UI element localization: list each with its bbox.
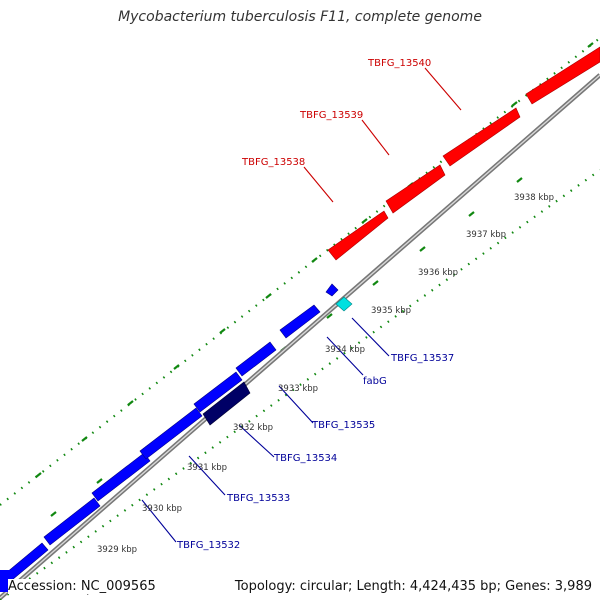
kbp-label: 3931 kbp	[187, 463, 227, 473]
genome-backbone-highlight	[0, 74, 600, 599]
map-title: Mycobacterium tuberculosis F11, complete…	[118, 9, 482, 25]
gene-tbfg-13533[interactable]	[139, 407, 203, 460]
kbp-label: 3937 kbp	[466, 230, 506, 240]
label-tbfg-13535[interactable]: TBFG_13535	[311, 420, 375, 431]
gene-fabg[interactable]	[279, 304, 321, 339]
label-tbfg-13534[interactable]: TBFG_13534	[273, 453, 337, 464]
label-tbfg-13532[interactable]: TBFG_13532	[176, 540, 240, 551]
gene-tbfg-13534[interactable]	[202, 381, 251, 426]
gene-tbfg-13532[interactable]	[91, 452, 151, 502]
gene-tbfg-13540-b[interactable]	[525, 46, 600, 105]
kbp-label: 3933 kbp	[278, 384, 318, 394]
kbp-label: 3932 kbp	[233, 423, 273, 433]
reverse-leader-lines	[141, 317, 390, 543]
label-fabg[interactable]: fabG	[363, 376, 387, 387]
kbp-label: 3930 kbp	[142, 504, 182, 514]
forward-leader-lines	[303, 67, 462, 203]
gene-tbfg-13540-a[interactable]	[442, 107, 521, 167]
gene-tbfg-13537[interactable]	[335, 296, 353, 312]
kbp-label: 3935 kbp	[371, 306, 411, 316]
label-tbfg-13540[interactable]: TBFG_13540	[367, 58, 431, 69]
gene-segment-2[interactable]	[43, 497, 101, 546]
gene-small[interactable]	[325, 283, 339, 297]
kbp-label: 3938 kbp	[514, 193, 554, 203]
gene-segment-1[interactable]	[0, 542, 49, 591]
genome-summary: Topology: circular; Length: 4,424,435 bp…	[230, 579, 592, 594]
label-tbfg-13538[interactable]: TBFG_13538	[241, 157, 305, 168]
outer-tick-track	[0, 37, 600, 506]
inner-tick-track	[0, 169, 600, 600]
forward-genes	[327, 46, 600, 261]
label-tbfg-13539[interactable]: TBFG_13539	[299, 110, 363, 121]
forward-gene-labels: TBFG_13540 TBFG_13539 TBFG_13538	[241, 58, 431, 168]
kbp-label: 3936 kbp	[418, 268, 458, 278]
gene-edge-fragment	[0, 570, 10, 592]
gene-tbfg-13535-a[interactable]	[193, 371, 243, 413]
gene-tbfg-13539[interactable]	[385, 164, 446, 214]
gene-tbfg-13538[interactable]	[327, 210, 389, 261]
gene-tbfg-13535-b[interactable]	[235, 341, 277, 377]
label-tbfg-13533[interactable]: TBFG_13533	[226, 493, 290, 504]
reverse-gene-labels: TBFG_13537 fabG TBFG_13535 TBFG_13534 TB…	[176, 353, 454, 551]
kbp-label: 3929 kbp	[97, 545, 137, 555]
reverse-genes	[0, 283, 339, 591]
kbp-label: 3934 kbp	[325, 345, 365, 355]
label-tbfg-13537[interactable]: TBFG_13537	[390, 353, 454, 364]
outer-major-ticks	[35, 42, 594, 478]
kbp-labels: 3938 kbp 3937 kbp 3936 kbp 3935 kbp 3934…	[52, 193, 554, 596]
accession-label: Accession: NC_009565	[8, 579, 160, 594]
